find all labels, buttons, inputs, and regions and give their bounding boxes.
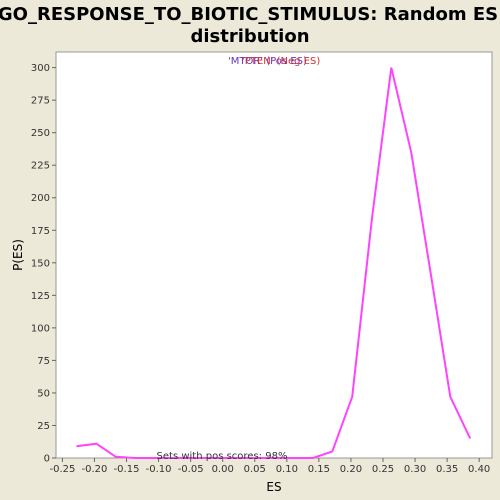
y-axis-label: P(ES) <box>11 239 25 271</box>
x-tick-label: 0.30 <box>404 464 426 475</box>
chart-title-line-2: distribution <box>190 26 309 47</box>
x-tick-label: 0.25 <box>372 464 394 475</box>
x-tick-label: 0.40 <box>468 464 490 475</box>
x-tick-label: 0.15 <box>308 464 330 475</box>
y-tick-label: 150 <box>31 258 50 269</box>
chart-title-line-1: GO_RESPONSE_TO_BIOTIC_STIMULUS: Random E… <box>0 4 498 25</box>
x-tick-label: -0.10 <box>146 464 172 475</box>
x-tick-label: 0.20 <box>340 464 362 475</box>
y-tick-label: 50 <box>37 388 50 399</box>
x-tick-label: -0.05 <box>178 464 204 475</box>
y-tick-label: 275 <box>31 96 50 107</box>
y-tick-label: 300 <box>31 63 50 74</box>
x-tick-label: 0.10 <box>276 464 298 475</box>
x-tick-label: -0.25 <box>49 464 75 475</box>
legend-entry-neg: 'PTEN' (Neg ES) <box>242 56 320 67</box>
series-line <box>76 67 472 459</box>
y-tick-label: 75 <box>37 356 50 367</box>
x-tick-label: 0.00 <box>212 464 234 475</box>
y-tick-label: 0 <box>44 454 50 465</box>
x-tick-label: -0.20 <box>82 464 108 475</box>
legend-entry-pos: 'MTOR' (Pos ES) <box>228 56 307 67</box>
y-tick-label: 250 <box>31 128 50 139</box>
y-tick-label: 100 <box>31 323 50 334</box>
y-tick-label: 175 <box>31 226 50 237</box>
y-tick-label: 25 <box>37 421 50 432</box>
y-tick-label: 200 <box>31 193 50 204</box>
bottom-note: Sets with pos scores: 98% <box>157 451 288 462</box>
x-tick-label: 0.35 <box>436 464 458 475</box>
y-axis: 0 25 50 75 100 125 150 175 200 225 250 275 300 <box>31 63 56 465</box>
y-tick-label: 125 <box>31 291 50 302</box>
x-tick-label: -0.15 <box>114 464 140 475</box>
plot-area <box>55 51 493 459</box>
y-tick-label: 225 <box>31 161 50 172</box>
x-axis: -0.25 -0.20 -0.15 -0.10 -0.05 0.00 0.05 0.10 0.1… <box>49 458 490 475</box>
x-tick-label: 0.05 <box>244 464 266 475</box>
x-axis-label: ES <box>266 480 281 494</box>
